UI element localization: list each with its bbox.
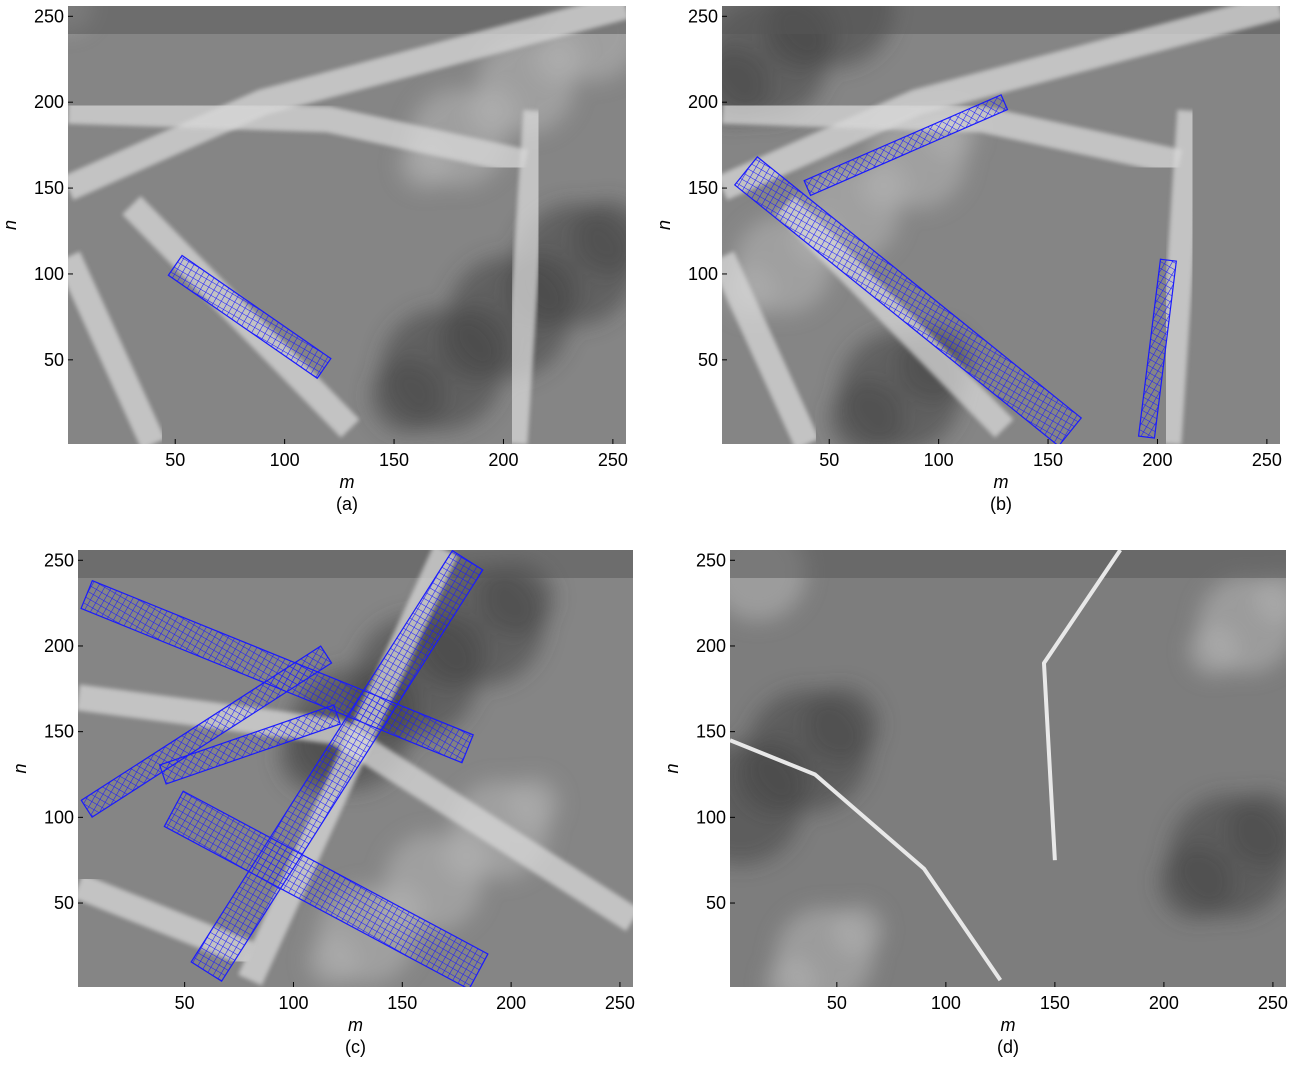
scanlines — [78, 550, 633, 578]
x-tick-label: 250 — [1258, 993, 1288, 1013]
panel: 50 100 150 200 250 50 100 150 200 250 m n (d) — [662, 523, 1301, 1057]
x-axis-label: m — [1001, 1015, 1016, 1035]
caption: (a) — [336, 494, 358, 514]
x-tick-label: 150 — [1040, 993, 1070, 1013]
image — [696, 0, 1280, 455]
shade — [1160, 845, 1234, 919]
x-tick-label: 250 — [605, 993, 635, 1013]
panel: 50 100 150 200 250 50 100 150 200 250 m n (a) — [0, 0, 646, 514]
shade — [766, 958, 816, 1008]
x-tick-label: 200 — [488, 450, 518, 470]
y-tick-label: 250 — [688, 6, 718, 26]
x-tick-label: 50 — [175, 993, 195, 1013]
y-tick-label: 200 — [696, 636, 726, 656]
x-tick-label: 200 — [1142, 450, 1172, 470]
y-tick-label: 50 — [44, 350, 64, 370]
y-tick-label: 50 — [54, 893, 74, 913]
figure: 50 100 150 200 250 50 100 150 200 250 m n (a) 50 100 15… — [0, 0, 1301, 1066]
x-tick-label: 150 — [1033, 450, 1063, 470]
x-axis-label: m — [340, 472, 355, 492]
image — [78, 550, 633, 989]
y-axis-label: n — [654, 220, 674, 230]
shade — [371, 359, 445, 433]
y-tick-label: 150 — [688, 178, 718, 198]
y-tick-label: 50 — [706, 893, 726, 913]
caption: (d) — [997, 1037, 1019, 1057]
scanlines — [730, 550, 1286, 578]
image — [680, 523, 1301, 1008]
x-tick-label: 100 — [931, 993, 961, 1013]
caption: (c) — [345, 1037, 366, 1057]
y-tick-label: 100 — [44, 807, 74, 827]
y-tick-label: 100 — [688, 264, 718, 284]
x-tick-label: 100 — [270, 450, 300, 470]
x-tick-label: 100 — [278, 993, 308, 1013]
x-tick-label: 250 — [1252, 450, 1282, 470]
y-tick-label: 200 — [688, 92, 718, 112]
y-axis-label: n — [10, 763, 30, 773]
shade — [308, 936, 358, 986]
y-tick-label: 250 — [34, 6, 64, 26]
x-tick-label: 200 — [496, 993, 526, 1013]
y-tick-label: 100 — [34, 264, 64, 284]
x-axis-label: m — [994, 472, 1009, 492]
panel: 50 100 150 200 250 50 100 150 200 250 m n (b) — [654, 0, 1282, 514]
x-tick-label: 150 — [379, 450, 409, 470]
x-tick-label: 200 — [1149, 993, 1179, 1013]
x-tick-label: 50 — [819, 450, 839, 470]
panel: 50 100 150 200 250 50 100 150 200 250 m n (c) — [10, 550, 635, 1057]
y-tick-label: 150 — [44, 722, 74, 742]
y-tick-label: 150 — [34, 178, 64, 198]
shade — [1189, 626, 1239, 676]
x-axis-label: m — [348, 1015, 363, 1035]
y-tick-label: 150 — [696, 722, 726, 742]
shade — [830, 381, 904, 455]
y-tick-label: 250 — [696, 550, 726, 570]
shade — [776, 907, 874, 1005]
y-tick-label: 50 — [698, 350, 718, 370]
y-axis-label: n — [662, 763, 682, 773]
x-tick-label: 50 — [165, 450, 185, 470]
caption: (b) — [990, 494, 1012, 514]
x-tick-label: 150 — [387, 993, 417, 1013]
image — [43, 0, 646, 444]
y-tick-label: 250 — [44, 550, 74, 570]
y-tick-label: 200 — [44, 636, 74, 656]
x-tick-label: 250 — [598, 450, 628, 470]
y-tick-label: 100 — [696, 807, 726, 827]
y-tick-label: 200 — [34, 92, 64, 112]
y-axis-label: n — [0, 220, 20, 230]
x-tick-label: 100 — [924, 450, 954, 470]
x-tick-label: 50 — [827, 993, 847, 1013]
